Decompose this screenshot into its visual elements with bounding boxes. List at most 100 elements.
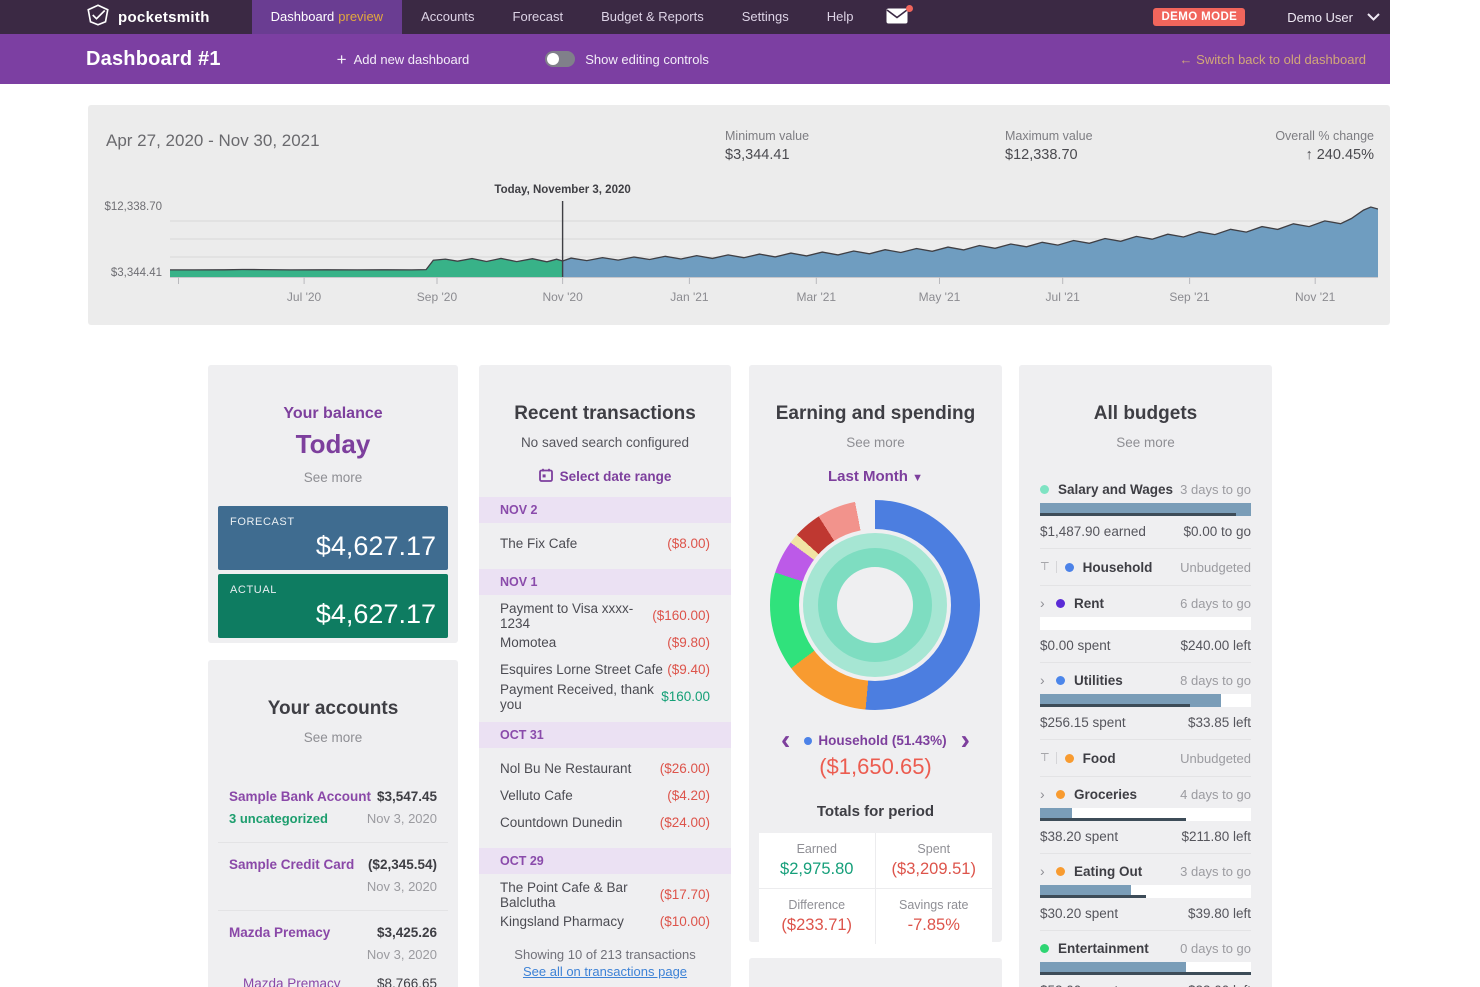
maximum-value-label: Maximum value	[1005, 129, 1093, 143]
category-dot	[1064, 753, 1074, 763]
period-dropdown[interactable]: Last Month ▼	[749, 468, 1002, 485]
chevron-right-icon[interactable]: ›	[1040, 863, 1045, 879]
all-budgets-card: All budgets See more Salary and Wages 3 d…	[1019, 365, 1272, 987]
budget-row[interactable]: › Groceries 4 days to go $38.20 spent $211.8…	[1040, 777, 1251, 854]
transaction-row[interactable]: Esquires Lorne Street Cafe ($9.40)	[479, 656, 731, 683]
transaction-payee: Payment Received, thank you	[500, 681, 654, 712]
plus-icon: +	[336, 49, 347, 69]
tab-accounts[interactable]: Accounts	[421, 9, 475, 24]
transaction-payee: Kingsland Pharmacy	[500, 914, 624, 929]
transaction-row[interactable]: Kingsland Pharmacy ($10.00)	[479, 908, 731, 935]
account-name[interactable]: Sample Bank Account	[229, 789, 372, 804]
budget-category-name[interactable]: Utilities	[1074, 672, 1123, 688]
accounts-see-more-link[interactable]: See more	[303, 730, 363, 745]
budget-row[interactable]: › Rent 6 days to go $0.00 spent $240.00 left	[1040, 586, 1251, 663]
account-name[interactable]: Mazda Premacy	[243, 976, 341, 987]
budgets-see-more-link[interactable]: See more	[1116, 435, 1175, 450]
tab-forecast[interactable]: Forecast	[512, 9, 564, 24]
transaction-group: NOV 2 The Fix Cafe ($8.00)	[479, 497, 731, 557]
budget-progress-fill	[1040, 808, 1072, 821]
budget-progress-fill	[1040, 503, 1251, 516]
tab-budget-reports[interactable]: Budget & Reports	[601, 9, 704, 24]
difference-label: Difference	[788, 898, 846, 912]
add-new-dashboard-button[interactable]: + Add new dashboard	[336, 49, 470, 69]
budget-remaining-value: $23.00 left	[1188, 983, 1251, 987]
account-name[interactable]: Sample Credit Card	[229, 857, 355, 872]
accounts-card-title: Your accounts	[267, 698, 399, 719]
sub-account-row[interactable]: Mazda Premacy $8,766.65	[218, 968, 448, 987]
transaction-amount: ($17.70)	[659, 887, 710, 902]
chevron-right-icon[interactable]: ›	[1040, 786, 1045, 802]
show-editing-controls-toggle[interactable]	[545, 51, 576, 67]
earning-spending-donut-chart[interactable]	[770, 500, 980, 710]
budget-days-to-go: 6 days to go	[1180, 595, 1251, 611]
category-dot	[804, 737, 813, 745]
select-date-range-button[interactable]: Select date range	[479, 468, 731, 485]
account-name[interactable]: Mazda Premacy	[229, 925, 331, 940]
x-axis-tick-label: Nov '21	[1295, 290, 1336, 304]
uncategorized-count[interactable]: 3 uncategorized	[229, 811, 328, 826]
account-row[interactable]: Sample Credit Card ($2,345.54) Nov 3, 2020	[218, 843, 448, 911]
budget-spent-value: $0.00 spent	[1040, 637, 1111, 653]
budget-row[interactable]: Entertainment 0 days to go $52.00 spent $23…	[1040, 931, 1251, 987]
budget-category-name[interactable]: Household	[1082, 559, 1153, 575]
budget-row[interactable]: Salary and Wages 3 days to go $1,487.90 ea…	[1040, 472, 1251, 549]
transaction-row[interactable]: Payment Received, thank you $160.00	[479, 681, 731, 712]
budget-category-name[interactable]: Rent	[1074, 595, 1104, 611]
transaction-row[interactable]: The Fix Cafe ($8.00)	[479, 530, 731, 557]
transaction-row[interactable]: Payment to Visa xxxx-1234 ($160.00)	[479, 601, 731, 631]
budget-category-name[interactable]: Food	[1082, 750, 1116, 766]
earning-see-more-link[interactable]: See more	[846, 435, 905, 450]
budget-category-name[interactable]: Salary and Wages	[1058, 481, 1174, 497]
budget-progress-bar	[1040, 885, 1251, 898]
balance-card-subtitle: Today	[295, 429, 371, 459]
chevron-right-icon[interactable]: ›	[1040, 672, 1045, 688]
transaction-row[interactable]: Nol Bu Ne Restaurant ($26.00)	[479, 755, 731, 782]
budget-row[interactable]: › Utilities 8 days to go $256.15 spent $33.8…	[1040, 663, 1251, 740]
budget-time-elapsed-line	[1040, 972, 1251, 975]
chevron-right-icon[interactable]: ›	[1040, 595, 1045, 611]
budget-category-name[interactable]: Groceries	[1074, 786, 1138, 802]
category-dot	[1040, 484, 1049, 494]
switch-back-link[interactable]: ← Switch back to old dashboard	[1180, 52, 1366, 67]
totals-for-period-title: Totals for period	[816, 803, 935, 820]
transaction-amount: $160.00	[661, 689, 710, 704]
transaction-row[interactable]: The Point Cafe & Bar Balclutha ($17.70)	[479, 880, 731, 910]
overall-change-stat: Overall % change ↑ 240.45%	[1275, 129, 1374, 163]
transaction-group: OCT 31 Nol Bu Ne Restaurant ($26.00) Vellut…	[479, 722, 731, 836]
tab-dashboard-label: Dashboard	[270, 9, 335, 24]
mail-button[interactable]	[886, 5, 914, 26]
balance-see-more-link[interactable]: See more	[303, 470, 363, 485]
account-row[interactable]: Mazda Premacy $3,425.26 Nov 3, 2020	[218, 911, 448, 968]
account-row[interactable]: Sample Bank Account $3,547.45 3 uncategori…	[218, 775, 448, 843]
minimum-value: $3,344.41	[725, 147, 790, 163]
pocketsmith-logo[interactable]: pocketsmith	[86, 3, 210, 32]
user-menu-label[interactable]: Demo User	[1287, 9, 1353, 25]
tab-dashboard[interactable]: Dashboard preview	[251, 0, 403, 34]
tab-settings[interactable]: Settings	[741, 9, 789, 24]
category-dot	[1056, 866, 1065, 876]
budget-row[interactable]: ⊤ Food Unbudgeted	[1040, 740, 1251, 777]
transaction-row[interactable]: Velluto Cafe ($4.20)	[479, 782, 731, 809]
budget-days-to-go: 0 days to go	[1180, 940, 1251, 956]
category-next-button[interactable]: ›	[960, 724, 970, 755]
transaction-payee: Esquires Lorne Street Cafe	[500, 662, 663, 677]
category-dot	[1040, 943, 1049, 953]
category-prev-button[interactable]: ‹	[781, 724, 791, 755]
category-dot	[1056, 789, 1065, 799]
chevron-down-icon[interactable]	[1367, 13, 1380, 21]
budget-spent-value: $38.20 spent	[1040, 828, 1119, 844]
tab-help[interactable]: Help	[826, 9, 854, 24]
transaction-row[interactable]: Momotea ($9.80)	[479, 629, 731, 656]
rollup-icon: ⊤	[1040, 752, 1057, 764]
budget-row[interactable]: › Eating Out 3 days to go $30.20 spent $39.8…	[1040, 854, 1251, 931]
budget-row[interactable]: ⊤ Household Unbudgeted	[1040, 549, 1251, 586]
budget-category-name[interactable]: Entertainment	[1058, 940, 1149, 956]
balance-area-chart[interactable]	[170, 181, 1378, 287]
chart-date-range: Apr 27, 2020 - Nov 30, 2021	[106, 131, 320, 150]
budget-category-name[interactable]: Eating Out	[1074, 863, 1143, 879]
see-all-transactions-link[interactable]: See all on transactions page	[522, 964, 688, 979]
forecast-panel: FORECAST $4,627.17	[218, 506, 448, 570]
transaction-row[interactable]: Countdown Dunedin ($24.00)	[479, 809, 731, 836]
selected-category-text: Household (51.43%)	[818, 733, 947, 748]
